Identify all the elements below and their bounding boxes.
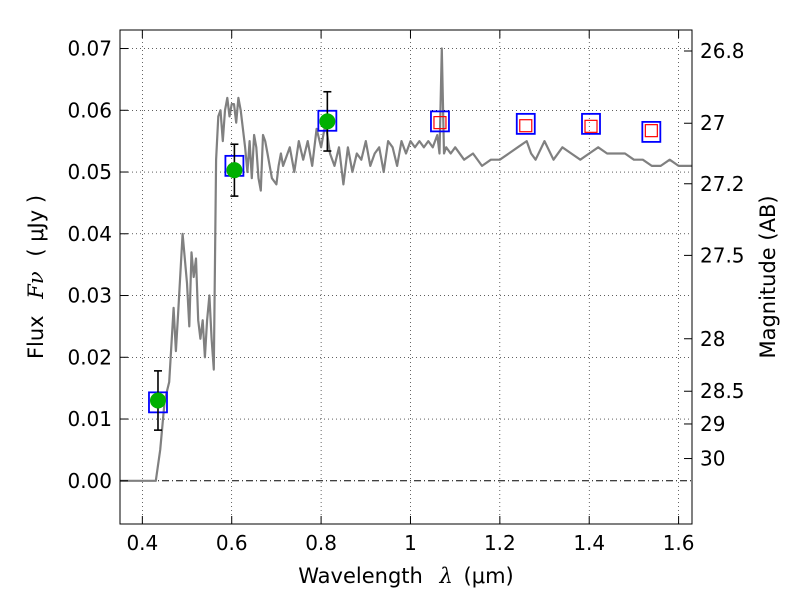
predicted-photometry-square xyxy=(433,116,447,130)
model-photometry-square xyxy=(581,112,601,135)
y2-axis-label: Magnitude (AB) xyxy=(756,195,780,358)
y-tick-label: 0.02 xyxy=(67,345,112,369)
y2-tick-label: 29 xyxy=(700,412,725,436)
plot-frame xyxy=(119,29,693,525)
y2-tick-label: 26.8 xyxy=(700,39,745,63)
y-tick-label: 0.01 xyxy=(67,407,112,431)
photometry-series xyxy=(148,90,662,431)
x-tick-label: 1.6 xyxy=(663,531,695,555)
y-tick-label: 0.07 xyxy=(67,37,112,61)
y-tick-label: 0.04 xyxy=(67,222,112,246)
model-photometry-square xyxy=(641,120,662,143)
x-axis-ticks: 0.4 0.6 0.8 1 1.2 1.4 1.6 xyxy=(126,30,695,555)
x-tick-label: 0.6 xyxy=(216,531,248,555)
x-axis-label: Wavelength λ (μm) xyxy=(298,564,513,588)
y-tick-label: 0.05 xyxy=(67,160,112,184)
x-axis-label-text: Wavelength xyxy=(298,564,423,588)
y-axis-label-text: Flux xyxy=(24,315,48,359)
x-axis-label-symbol: λ xyxy=(439,564,453,588)
y-tick-label: 0.00 xyxy=(67,469,112,493)
model-photometry-square xyxy=(430,110,450,133)
y-tick-label: 0.06 xyxy=(67,98,112,122)
observed-photometry-point xyxy=(226,162,243,179)
spectrum-line xyxy=(120,47,692,482)
x-tick-label: 1.4 xyxy=(573,531,605,555)
x-tick-label: 1.2 xyxy=(484,531,516,555)
x-tick-label: 0.4 xyxy=(126,531,158,555)
model-photometry-square xyxy=(515,112,536,135)
y2-tick-label: 27.2 xyxy=(700,172,745,196)
y-axis-label-unit: ( μJy ) xyxy=(24,195,48,257)
y-axis-label: Flux Fν ( μJy ) xyxy=(24,195,48,359)
y2-tick-label: 28.5 xyxy=(700,379,745,403)
x-axis-label-unit: (μm) xyxy=(464,564,514,588)
observed-photometry-point xyxy=(149,392,166,409)
y2-tick-label: 30 xyxy=(700,447,725,471)
y-tick-label: 0.03 xyxy=(67,284,112,308)
observed-photometry-point xyxy=(319,113,336,130)
x-tick-label: 0.8 xyxy=(305,531,337,555)
y2-tick-label: 28 xyxy=(700,327,725,351)
spectrum-series xyxy=(120,47,692,482)
predicted-photometry-square xyxy=(519,119,533,133)
predicted-photometry-square xyxy=(584,119,598,133)
x-tick-label: 1 xyxy=(404,531,417,555)
predicted-photometry-square xyxy=(644,124,658,138)
y2-tick-label: 27 xyxy=(700,111,725,135)
y-axis-ticks: 0.00 0.01 0.02 0.03 0.04 0.05 0.06 0.07 xyxy=(67,37,128,493)
grid-lines xyxy=(120,30,692,524)
y2-tick-label: 27.5 xyxy=(700,243,745,267)
y-axis-label-symbol: Fν xyxy=(24,271,48,300)
y2-axis-ticks: 26.8 27 27.2 27.5 28 28.5 29 30 xyxy=(684,39,745,471)
